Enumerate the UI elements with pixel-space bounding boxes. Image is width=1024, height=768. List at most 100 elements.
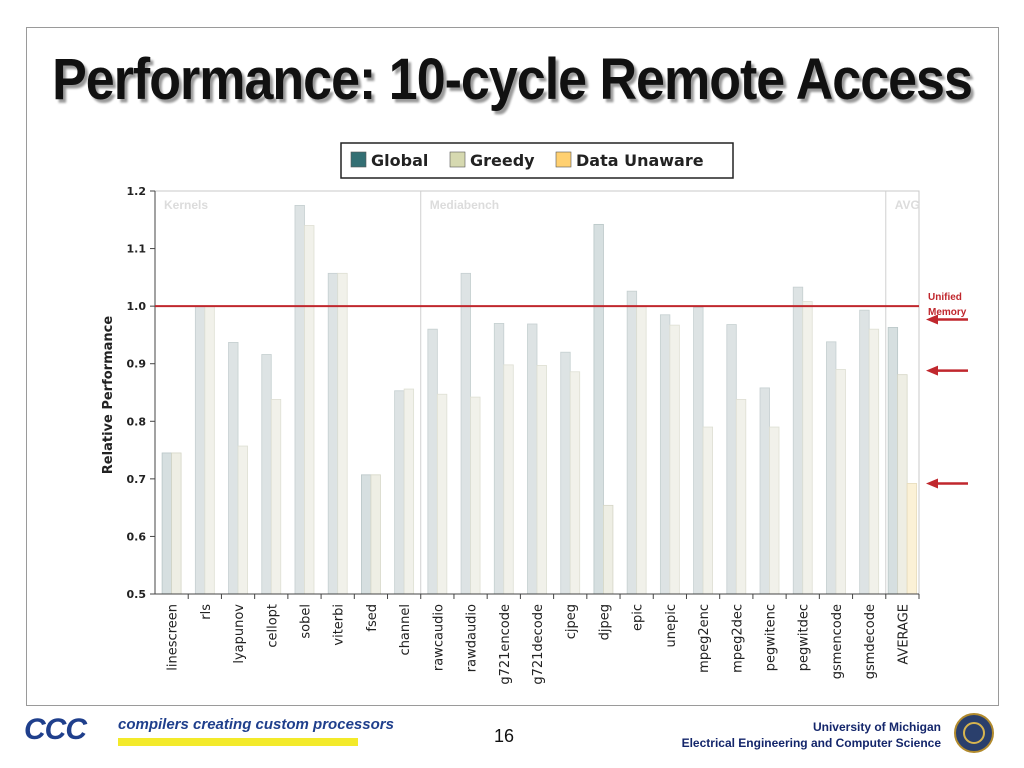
footer-institution: University of Michigan Electrical Engine… (682, 719, 941, 751)
university-name: University of Michigan (812, 720, 941, 734)
x-tick-label-lyapunov: lyapunov (232, 604, 247, 664)
unified-memory-label-1: Unified (928, 292, 962, 303)
bar-greedy-lyapunov (237, 445, 248, 595)
bar-global-cjpeg (560, 351, 571, 595)
bar-data-unaware-AVERAGE (906, 483, 918, 595)
x-tick-label-djpeg: djpeg (597, 604, 612, 640)
unified-memory-label-2: Memory (928, 307, 967, 318)
y-tick-label: 1.2 (127, 185, 147, 198)
bar-greedy-pegwitenc (769, 426, 780, 595)
bar-greedy-linescreen (171, 452, 182, 595)
bar-greedy-fsed (370, 474, 381, 595)
bar-global-mpeg2dec (726, 324, 737, 595)
x-tick-label-mpeg2dec: mpeg2dec (730, 604, 745, 673)
y-tick-label: 0.5 (127, 588, 147, 601)
bar-global-rawcaudio (427, 328, 438, 595)
bar-global-mpeg2enc (693, 306, 704, 595)
arrow-head-2 (926, 478, 938, 489)
bar-greedy-gsmdecode (868, 328, 880, 595)
ccc-logo: CCC (24, 713, 87, 746)
bar-greedy-g721decode (536, 365, 547, 595)
bar-global-sobel (294, 204, 305, 595)
x-tick-label-epic: epic (631, 604, 646, 631)
arrow-head-0 (926, 314, 938, 325)
section-label: Mediabench (430, 198, 499, 212)
section-label: AVG (895, 198, 920, 212)
y-tick-label: 1.0 (127, 300, 147, 313)
bar-greedy-channel (403, 388, 415, 595)
bar-global-linescreen (161, 452, 173, 595)
chart-legend: Global Greedy Data Unaware (340, 142, 734, 179)
x-tick-label-linescreen: linescreen (166, 604, 181, 671)
bar-global-unepic (659, 314, 671, 595)
department-name: Electrical Engineering and Computer Scie… (681, 736, 941, 750)
bar-global-g721encode (493, 323, 505, 595)
bar-greedy-rawcaudio (436, 393, 448, 595)
footer-highlight-bar (118, 738, 358, 746)
bar-greedy-gsmencode (835, 369, 846, 595)
slide-frame (26, 27, 999, 706)
x-tick-label-rawcaudio: rawcaudio (431, 604, 446, 671)
x-tick-label-pegwitenc: pegwitenc (764, 604, 779, 671)
x-tick-label-g721encode: g721encode (498, 604, 513, 685)
bar-global-AVERAGE (887, 327, 899, 595)
bar-layer (161, 204, 918, 595)
x-tick-label-cjpeg: cjpeg (564, 604, 579, 639)
slide-title: Performance: 10-cycle Remote Access (52, 47, 973, 113)
section-label: Kernels (164, 198, 208, 212)
x-tick-label-fsed: fsed (365, 604, 380, 632)
x-tick-label-sobel: sobel (298, 604, 313, 639)
bar-global-gsmencode (826, 341, 837, 595)
x-tick-label-g721decode: g721decode (531, 604, 546, 685)
x-tick-label-AVERAGE: AVERAGE (896, 604, 911, 665)
reference-annotation: Unified Memory (928, 292, 967, 318)
legend-box (340, 142, 734, 179)
bar-greedy-viterbi (337, 272, 348, 595)
bar-greedy-cjpeg (569, 371, 581, 595)
x-tick-label-rawdaudio: rawdaudio (465, 604, 480, 672)
bar-global-lyapunov (228, 342, 239, 595)
bar-greedy-mpeg2enc (702, 426, 713, 595)
bar-greedy-mpeg2dec (735, 399, 747, 595)
bar-greedy-rls (204, 305, 215, 595)
legend-label-greedy: Greedy (470, 151, 535, 170)
y-tick-label: 0.7 (127, 473, 147, 486)
bar-global-gsmdecode (859, 309, 870, 595)
x-tick-label-cellopt: cellopt (265, 604, 280, 648)
bar-global-rls (194, 305, 206, 595)
bar-greedy-AVERAGE (897, 374, 908, 595)
bar-greedy-epic (636, 305, 647, 595)
bar-global-viterbi (327, 272, 339, 595)
bar-greedy-cellopt (270, 399, 282, 595)
legend-swatch-data-unaware (555, 151, 572, 168)
bar-greedy-pegwitdec (802, 301, 813, 595)
y-tick-label: 0.9 (127, 358, 147, 371)
bar-greedy-sobel (304, 225, 315, 595)
bar-global-djpeg (593, 223, 604, 595)
bar-global-g721decode (527, 323, 538, 595)
bar-global-pegwitenc (759, 387, 770, 595)
legend-swatch-global (350, 151, 367, 168)
arrow-head-1 (926, 365, 938, 376)
x-tick-label-mpeg2enc: mpeg2enc (697, 604, 712, 673)
y-tick-label: 1.1 (127, 243, 147, 256)
x-tick-label-viterbi: viterbi (332, 604, 347, 646)
bar-greedy-djpeg (603, 504, 614, 595)
legend-swatch-greedy (449, 151, 466, 168)
bar-greedy-rawdaudio (470, 396, 481, 595)
page-number: 16 (494, 726, 515, 746)
bar-greedy-g721encode (503, 364, 514, 595)
x-tick-label-gsmdecode: gsmdecode (863, 604, 878, 679)
x-tick-label-channel: channel (398, 604, 413, 655)
bar-global-channel (394, 390, 405, 595)
bar-global-epic (626, 290, 638, 595)
university-seal-icon (954, 713, 994, 753)
bar-global-cellopt (261, 354, 272, 595)
x-tick-label-gsmencode: gsmencode (830, 604, 845, 679)
y-tick-label: 0.6 (127, 530, 147, 543)
x-tick-label-pegwitdec: pegwitdec (797, 604, 812, 671)
footer-tagline: compilers creating custom processors (118, 716, 394, 733)
y-axis-label: Relative Performance (101, 316, 116, 475)
bar-global-fsed (361, 474, 372, 595)
